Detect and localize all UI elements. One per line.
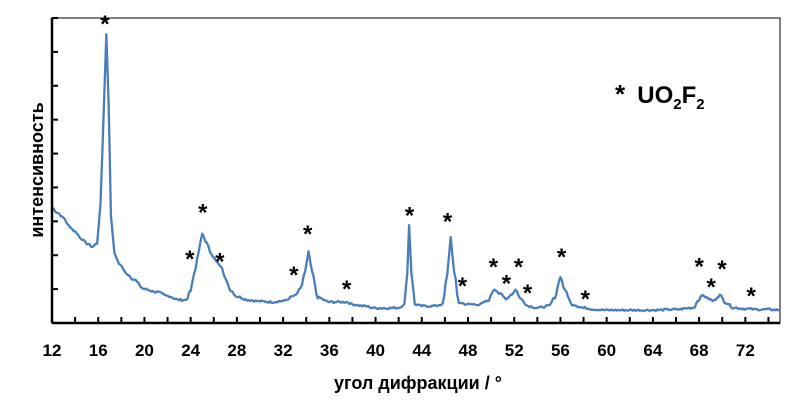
- x-tick-label: 48: [459, 341, 478, 360]
- peak-marker: *: [502, 270, 512, 297]
- peak-marker: *: [557, 244, 567, 271]
- peak-marker: *: [746, 283, 756, 310]
- peak-marker: *: [458, 273, 468, 300]
- peak-marker: *: [215, 248, 225, 275]
- x-tick-label: 32: [274, 341, 293, 360]
- peak-marker: *: [289, 262, 299, 289]
- x-tick-label: 24: [181, 341, 200, 360]
- x-tick-label: 64: [643, 341, 662, 360]
- peak-marker: *: [717, 256, 727, 283]
- peak-marker: *: [185, 246, 195, 273]
- x-tick-label: 28: [227, 341, 246, 360]
- peak-marker: *: [198, 199, 208, 226]
- x-tick-label: 20: [135, 341, 154, 360]
- x-tick-label: 60: [597, 341, 616, 360]
- legend: * UO2F2: [615, 79, 705, 113]
- peak-marker: *: [514, 254, 524, 281]
- peak-marker: *: [694, 253, 704, 280]
- peak-marker: *: [523, 280, 533, 307]
- plot-frame: [51, 17, 781, 324]
- peak-marker: *: [303, 221, 313, 248]
- peak-marker: *: [405, 203, 415, 230]
- peak-marker: *: [489, 254, 499, 281]
- x-tick-label: 56: [551, 341, 570, 360]
- x-tick-label: 16: [89, 341, 108, 360]
- peak-marker: *: [342, 276, 352, 303]
- x-tick-label: 44: [412, 341, 431, 360]
- peak-marker: *: [443, 208, 453, 235]
- series-line: [51, 33, 781, 313]
- x-tick-label: 72: [736, 341, 755, 360]
- legend-marker: *: [615, 79, 626, 109]
- peak-marker: *: [581, 286, 591, 313]
- x-tick-label: 12: [43, 341, 62, 360]
- x-tick-label: 40: [366, 341, 385, 360]
- x-tick-label: 68: [690, 341, 709, 360]
- y-axis-label: интенсивность: [27, 102, 47, 237]
- peak-marker: *: [100, 11, 110, 38]
- x-tick-label: 52: [505, 341, 524, 360]
- x-tick-label: 36: [320, 341, 339, 360]
- x-axis-label: угол дифракции / °: [334, 373, 502, 393]
- peak-marker: *: [706, 274, 716, 301]
